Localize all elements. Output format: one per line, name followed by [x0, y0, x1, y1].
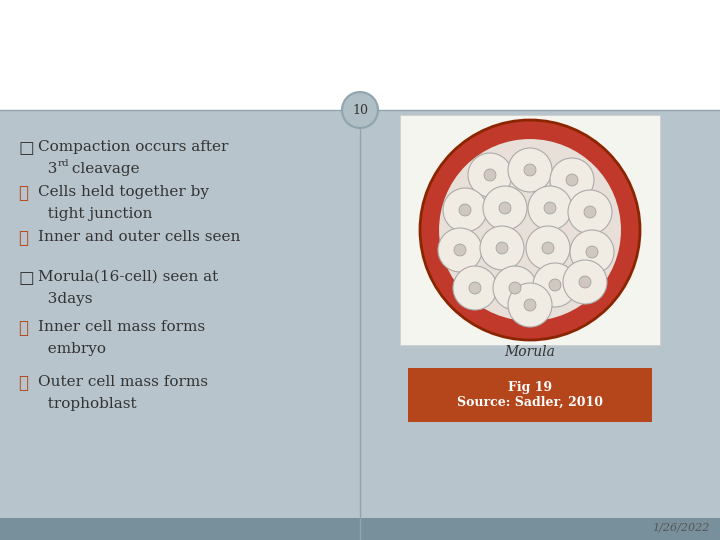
Text: Cells held together by: Cells held together by: [38, 185, 209, 199]
Circle shape: [443, 188, 487, 232]
Circle shape: [496, 242, 508, 254]
Circle shape: [550, 158, 594, 202]
Circle shape: [508, 148, 552, 192]
Text: □: □: [18, 140, 34, 157]
Circle shape: [563, 260, 607, 304]
FancyBboxPatch shape: [0, 110, 720, 540]
Text: embryo: embryo: [38, 342, 106, 356]
Circle shape: [453, 266, 497, 310]
Circle shape: [342, 92, 378, 128]
Circle shape: [508, 283, 552, 327]
Text: ✓: ✓: [18, 185, 28, 202]
FancyBboxPatch shape: [0, 518, 720, 540]
Text: 3: 3: [38, 162, 58, 176]
Text: 10: 10: [352, 104, 368, 117]
Text: tight junction: tight junction: [38, 207, 153, 221]
Text: ✓: ✓: [18, 230, 28, 247]
Text: 3days: 3days: [38, 292, 92, 306]
Text: rd: rd: [58, 159, 70, 168]
Circle shape: [484, 169, 496, 181]
Bar: [400, 115, 660, 345]
Text: Morula(16-cell) seen at: Morula(16-cell) seen at: [38, 270, 218, 284]
FancyBboxPatch shape: [0, 0, 720, 110]
Circle shape: [586, 246, 598, 258]
Circle shape: [524, 164, 536, 176]
Text: ✓: ✓: [18, 320, 28, 337]
Text: Outer cell mass forms: Outer cell mass forms: [38, 375, 208, 389]
Circle shape: [493, 266, 537, 310]
Circle shape: [549, 279, 561, 291]
Text: trophoblast: trophoblast: [38, 397, 137, 411]
Circle shape: [438, 228, 482, 272]
Circle shape: [438, 138, 622, 322]
Text: Inner and outer cells seen: Inner and outer cells seen: [38, 230, 240, 244]
Text: Inner cell mass forms: Inner cell mass forms: [38, 320, 205, 334]
Circle shape: [420, 120, 640, 340]
Circle shape: [468, 153, 512, 197]
Circle shape: [483, 186, 527, 230]
Circle shape: [570, 230, 614, 274]
Circle shape: [499, 202, 511, 214]
Circle shape: [469, 282, 481, 294]
Circle shape: [568, 190, 612, 234]
Circle shape: [528, 186, 572, 230]
Circle shape: [526, 226, 570, 270]
Text: cleavage: cleavage: [67, 162, 140, 176]
Circle shape: [566, 174, 578, 186]
Circle shape: [509, 282, 521, 294]
Circle shape: [579, 276, 591, 288]
Circle shape: [480, 226, 524, 270]
Circle shape: [459, 204, 471, 216]
Circle shape: [454, 244, 466, 256]
Text: ✓: ✓: [18, 375, 28, 392]
Text: Compaction occurs after: Compaction occurs after: [38, 140, 228, 154]
Circle shape: [544, 202, 556, 214]
Text: Morula: Morula: [505, 345, 555, 359]
Circle shape: [524, 299, 536, 311]
Text: Fig 19
Source: Sadler, 2010: Fig 19 Source: Sadler, 2010: [457, 381, 603, 409]
Circle shape: [542, 242, 554, 254]
Circle shape: [533, 263, 577, 307]
FancyBboxPatch shape: [408, 368, 652, 422]
Text: □: □: [18, 270, 34, 287]
Circle shape: [584, 206, 596, 218]
Text: 1/26/2022: 1/26/2022: [652, 522, 710, 532]
